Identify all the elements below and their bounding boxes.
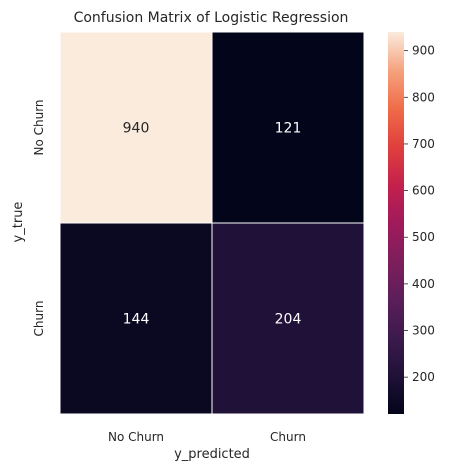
x-tick-label: No Churn xyxy=(108,430,164,444)
colorbar-tick-label: 800 xyxy=(412,90,435,104)
chart-title: Confusion Matrix of Logistic Regression xyxy=(74,10,349,26)
y-axis-label: y_true xyxy=(11,202,26,243)
colorbar-tick-label: 300 xyxy=(412,324,435,338)
colorbar-tick-label: 700 xyxy=(412,137,435,151)
heatmap-cell xyxy=(59,222,213,415)
x-axis-label: y_predicted xyxy=(174,447,250,462)
y-tick-label: Churn xyxy=(32,301,46,337)
heatmap-cell xyxy=(211,222,365,415)
cell-value-label: 204 xyxy=(275,312,302,328)
heatmap-cells xyxy=(59,31,365,415)
colorbar-tick-label: 500 xyxy=(412,230,435,244)
colorbar xyxy=(388,32,404,414)
heatmap-cell-labels: 940 121 144 204 xyxy=(123,121,302,328)
cell-value-label: 940 xyxy=(123,121,150,137)
x-tick-label: Churn xyxy=(270,430,306,444)
colorbar-tick-label: 400 xyxy=(412,277,435,291)
heatmap-cell xyxy=(211,31,365,224)
x-tick-labels: No Churn Churn xyxy=(108,430,306,444)
colorbar-tick-label: 600 xyxy=(412,184,435,198)
y-tick-label: No Churn xyxy=(32,99,46,155)
cell-value-label: 144 xyxy=(123,312,150,328)
cell-value-label: 121 xyxy=(275,121,302,137)
colorbar-tick-label: 900 xyxy=(412,44,435,58)
y-tick-labels: No Churn Churn xyxy=(32,99,46,336)
heatmap-cell xyxy=(59,31,213,224)
colorbar-ticks: 200 300 400 500 600 700 800 900 xyxy=(404,44,435,384)
colorbar-tick-label: 200 xyxy=(412,370,435,384)
